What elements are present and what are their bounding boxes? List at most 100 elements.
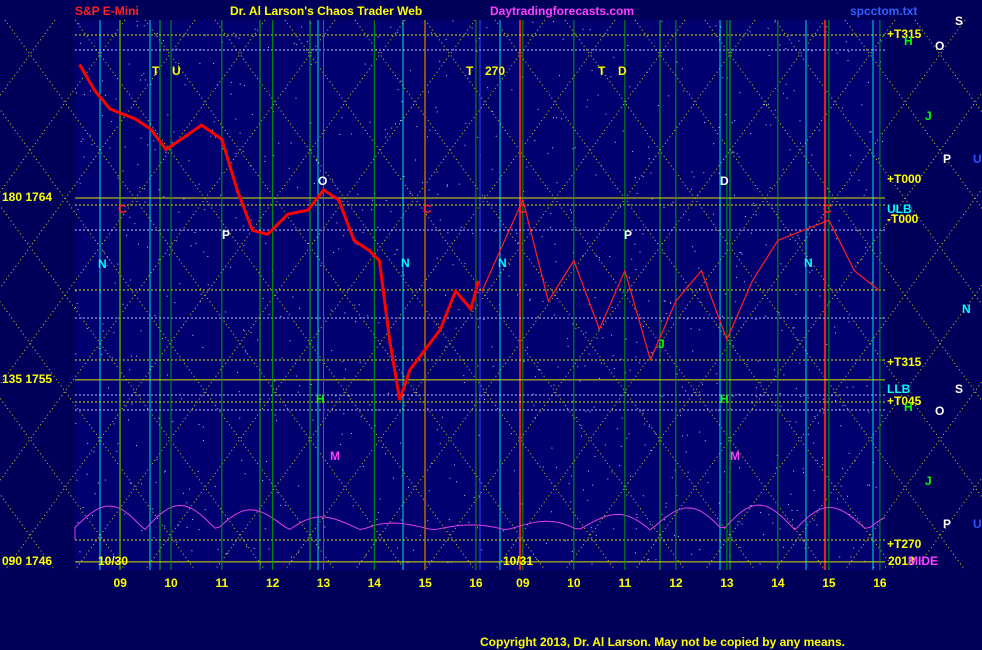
star: [152, 508, 154, 510]
star: [215, 136, 217, 138]
star: [365, 555, 367, 557]
star: [494, 231, 496, 233]
star: [397, 89, 399, 91]
star: [613, 368, 615, 370]
star: [291, 556, 293, 558]
star: [436, 171, 438, 173]
star: [448, 518, 450, 520]
annotation: N: [98, 257, 107, 271]
star: [165, 151, 167, 153]
star: [534, 140, 536, 142]
star: [542, 466, 544, 468]
star: [195, 242, 197, 244]
star: [140, 330, 142, 332]
annotation: J: [925, 109, 932, 123]
astro-line: [0, 19, 336, 482]
star: [371, 209, 373, 211]
star: [446, 184, 448, 186]
star: [140, 137, 142, 139]
astro-line: [284, 19, 686, 571]
star: [130, 355, 132, 357]
star: [477, 326, 479, 328]
star: [378, 322, 380, 324]
star: [129, 217, 131, 219]
y-tick-label: 180 1764: [2, 190, 52, 204]
star: [238, 37, 240, 39]
star: [582, 255, 584, 257]
star: [551, 447, 553, 449]
star: [732, 345, 734, 347]
star: [150, 366, 152, 368]
star: [681, 435, 683, 437]
star: [292, 296, 294, 298]
star: [477, 292, 479, 294]
star: [631, 150, 633, 152]
star: [542, 300, 544, 302]
star: [264, 528, 266, 530]
star: [755, 319, 757, 321]
star: [811, 269, 813, 271]
star: [401, 101, 403, 103]
star: [641, 410, 643, 412]
star: [650, 172, 652, 174]
star: [698, 391, 700, 393]
star: [354, 242, 356, 244]
star: [178, 62, 180, 64]
star: [718, 409, 720, 411]
star: [580, 424, 582, 426]
annotation: +T315: [887, 27, 922, 41]
star: [807, 433, 809, 435]
star: [464, 262, 466, 264]
star: [550, 511, 552, 513]
star: [139, 186, 141, 188]
star: [243, 245, 245, 247]
star: [435, 106, 437, 108]
star: [787, 504, 789, 506]
star: [183, 198, 185, 200]
star: [648, 425, 650, 427]
star: [128, 419, 130, 421]
star: [534, 376, 536, 378]
star: [533, 404, 535, 406]
star: [756, 396, 758, 398]
star: [873, 566, 875, 568]
star: [845, 41, 847, 43]
x-tick-label: 15: [418, 576, 432, 590]
star: [250, 219, 252, 221]
star: [176, 541, 178, 543]
star: [526, 166, 528, 168]
star: [782, 546, 784, 548]
star: [310, 122, 312, 124]
star: [570, 209, 572, 211]
star: [267, 47, 269, 49]
star: [765, 124, 767, 126]
star: [546, 543, 548, 545]
star: [478, 496, 480, 498]
star: [587, 499, 589, 501]
star: [796, 338, 798, 340]
star: [793, 90, 795, 92]
star: [445, 294, 447, 296]
star: [167, 114, 169, 116]
star: [405, 537, 407, 539]
star: [691, 171, 693, 173]
star: [486, 27, 488, 29]
star: [739, 546, 741, 548]
star: [875, 486, 877, 488]
star: [552, 147, 554, 149]
star: [188, 488, 190, 490]
star: [626, 437, 628, 439]
star: [80, 140, 82, 142]
star: [251, 114, 253, 116]
star: [814, 415, 816, 417]
star: [437, 193, 439, 195]
star: [786, 97, 788, 99]
x-tick-label: 11: [619, 576, 632, 590]
star: [674, 469, 676, 471]
star: [580, 435, 582, 437]
star: [299, 385, 301, 387]
star: [288, 167, 290, 169]
annotation: C: [823, 202, 832, 216]
star: [379, 498, 381, 500]
star: [620, 445, 622, 447]
